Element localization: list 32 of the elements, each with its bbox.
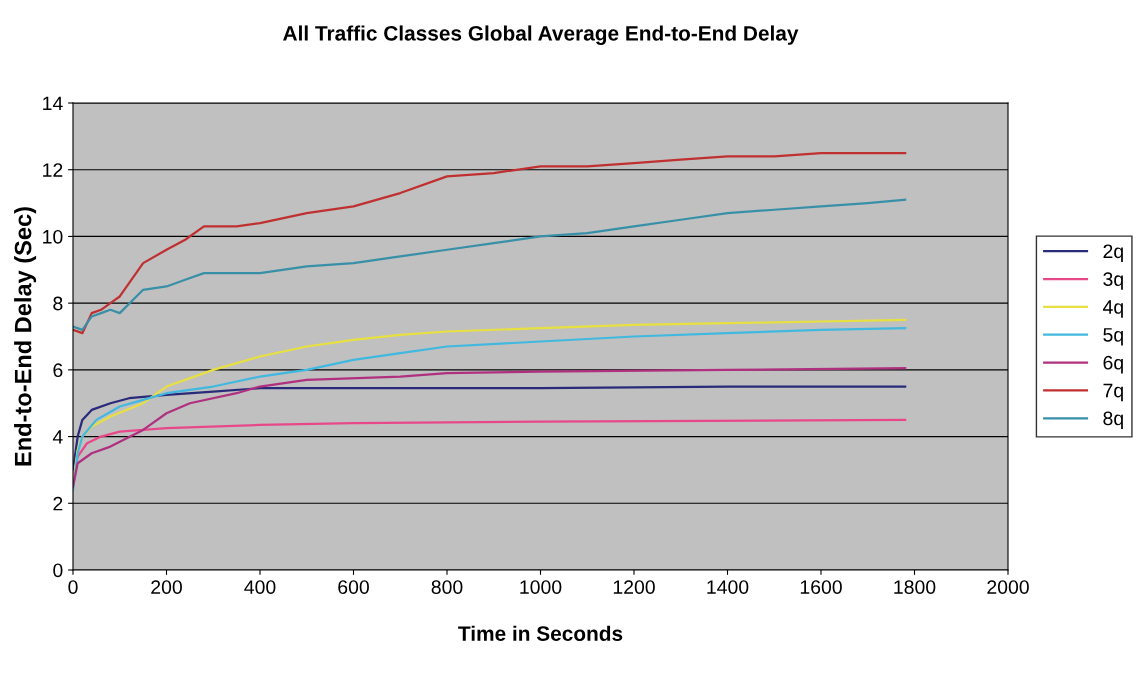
line-series [73, 151, 907, 335]
x-tick-label: 1600 [800, 580, 842, 594]
x-tick-label: 2000 [987, 580, 1029, 594]
x-axis-title: Time in Seconds [458, 625, 623, 641]
x-tick-label: 200 [151, 580, 182, 594]
y-tick-label: 12 [43, 163, 63, 177]
x-tick-label: 1000 [520, 580, 562, 594]
x-tick-label: 1400 [707, 580, 749, 594]
legend-label: 6q [1103, 355, 1123, 374]
legend-label: 5q [1103, 328, 1123, 346]
x-tick-label: 800 [431, 580, 463, 594]
legend-label: 3q [1103, 272, 1123, 290]
y-tick-label: 6 [53, 363, 63, 378]
x-tick-label: 600 [338, 580, 369, 594]
y-tick-label: 2 [53, 496, 63, 511]
line-series [73, 198, 907, 331]
legend-label: 8q [1103, 411, 1123, 430]
y-tick-label: 0 [53, 563, 63, 578]
x-tick-label: 1200 [613, 580, 655, 594]
y-axis-title: End-to-End Delay (Sec) [14, 207, 37, 466]
y-tick-label: 4 [52, 430, 63, 444]
x-tick-label: 1800 [894, 580, 936, 594]
y-tick-label: 14 [43, 96, 63, 111]
chart-title: All Traffic Classes Global Average End-to-End Delay [283, 25, 799, 45]
y-tick-label: 10 [43, 229, 63, 244]
legend-label: 7q [1103, 383, 1123, 402]
x-tick-label: 400 [244, 580, 276, 594]
y-tick-label: 8 [53, 296, 63, 311]
line-series [73, 367, 907, 488]
legend-label: 4q [1102, 300, 1123, 318]
x-tick-label: 0 [68, 580, 78, 594]
legend-label: 2q [1103, 244, 1123, 263]
